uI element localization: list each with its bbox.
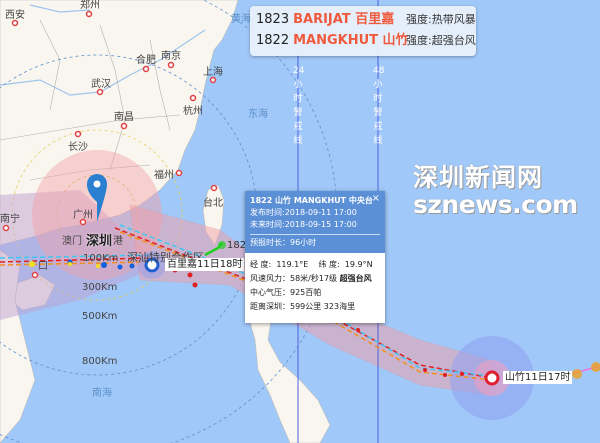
ring-label: 500Km xyxy=(82,311,118,322)
place-label: 上海 xyxy=(203,67,223,78)
sznews-watermark: 深圳新闻网 sznews.com xyxy=(413,163,578,219)
popup-future-time: 未来时间:2018-09-15 17:00 xyxy=(250,220,357,229)
place-label: 福州 xyxy=(154,170,174,181)
rivers xyxy=(0,4,206,96)
place-label: 西安 xyxy=(5,10,25,21)
storm-info-popup: 1822 山竹 MANGKHUT 中央台 × 发布时间:2018-09-11 1… xyxy=(245,191,385,323)
ring-label: 800Km xyxy=(82,356,118,367)
divider xyxy=(250,234,380,235)
place-label: 郑州 xyxy=(80,0,100,11)
province-borders xyxy=(0,19,181,181)
popup-pressure: 中心气压：925百帕 xyxy=(250,288,322,297)
place-label: 武汉 xyxy=(91,79,111,90)
barijat-time-tag: 百里嘉11日18时 xyxy=(165,258,245,271)
warning-label-48h: 48 小时警戒线 xyxy=(373,66,385,146)
place-label: 广州 xyxy=(73,210,93,221)
popup-forecast-length: 预报时长：96小时 xyxy=(250,238,317,247)
place-label: 港 xyxy=(113,236,123,247)
popup-distance: 距离深圳：599公里 323海里 xyxy=(250,302,356,311)
place-label: 澳门 xyxy=(62,236,82,247)
city-markers xyxy=(2,10,218,279)
mangkhut-time-tag: 山竹11日17时 xyxy=(503,371,573,384)
sea-label: 黄海 xyxy=(231,14,251,25)
warning-label-24h: 24 小时警戒线 xyxy=(293,66,305,146)
popup-issued-time: 发布时间:2018-09-11 17:00 xyxy=(250,208,357,217)
place-label: 南昌 xyxy=(114,112,134,123)
place-label: 合肥 xyxy=(136,55,156,66)
sea-label: 南海 xyxy=(92,388,112,399)
barijat-forecast-cone xyxy=(0,190,150,320)
sea-label: 东海 xyxy=(248,109,268,120)
place-label: 口 xyxy=(38,261,48,272)
storm-legend: 1823 BARIJAT 百里嘉 强度:热带风暴 1822 MANGKHUT 山竹 … xyxy=(250,6,476,56)
luzon xyxy=(247,289,331,443)
place-label: 南宁 xyxy=(0,214,20,225)
legend-item-mangkhut[interactable]: 1822 MANGKHUT 山竹 强度:超强台风 xyxy=(256,33,476,48)
mangkhut-storm-icon[interactable] xyxy=(484,370,500,386)
popup-title: 1822 山竹 MANGKHUT 中央台 xyxy=(250,196,373,205)
place-label: 台北 xyxy=(203,198,223,209)
place-label: 南京 xyxy=(161,51,181,62)
popup-coordinates: 经 度: 119.1°E 纬 度: 19.9°N xyxy=(250,260,373,269)
barijat-storm-icon[interactable] xyxy=(138,251,166,279)
barijat-number-label: 1823 xyxy=(227,240,253,251)
popup-wind: 风速风力：58米/秒17级 超强台风 xyxy=(250,274,372,283)
place-label: 长沙 xyxy=(68,142,88,153)
shenzhen-pin-icon[interactable] xyxy=(87,174,107,222)
place-label: 杭州 xyxy=(183,106,203,117)
close-icon[interactable]: × xyxy=(371,193,380,204)
shenzhen-label: 深圳 xyxy=(86,234,113,249)
legend-item-barijat[interactable]: 1823 BARIJAT 百里嘉 强度:热带风暴 xyxy=(256,12,476,27)
ring-label: 300Km xyxy=(82,282,118,293)
ring-label: 100Km xyxy=(83,253,119,264)
